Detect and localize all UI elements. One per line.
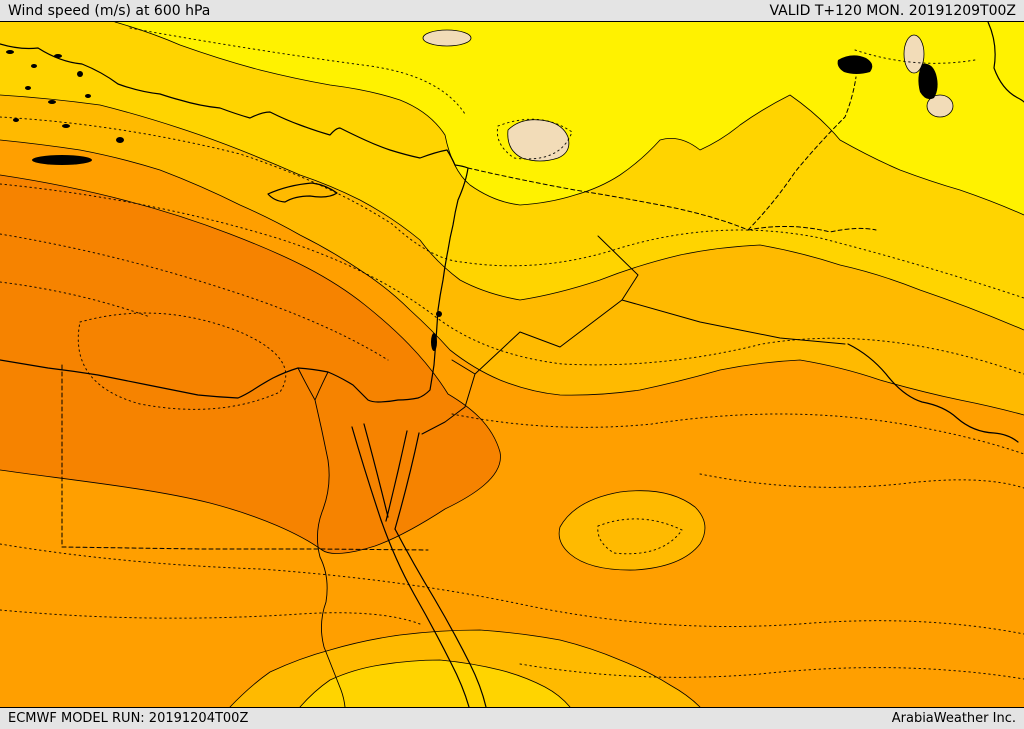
contour-band-yellow-north — [115, 22, 1024, 215]
island — [85, 94, 91, 98]
contour-patch-amber-mid — [558, 490, 706, 571]
island — [6, 50, 14, 54]
coastline-mediterranean — [0, 43, 469, 403]
contour-line-amber-bottom-edge — [229, 629, 701, 707]
model-run-label: ECMWF MODEL RUN: 20191204T00Z — [8, 710, 249, 726]
border-egypt-sudan — [61, 546, 429, 551]
contour-line-orange-edge — [0, 139, 1024, 416]
island — [62, 124, 70, 128]
cream-patch — [422, 29, 472, 47]
dotted-contour-line — [129, 27, 466, 115]
map-area — [0, 22, 1024, 707]
contour-line-deep-orange-edge — [0, 174, 501, 554]
island — [48, 100, 56, 104]
country-borders — [61, 76, 877, 551]
border-turkey-syria — [467, 167, 877, 233]
dead-sea — [431, 333, 437, 351]
contour-band-gold-bottom — [300, 660, 570, 707]
cream-patch — [507, 119, 570, 162]
dotted-contour-line — [699, 473, 1024, 489]
dotted-contour-loop — [77, 312, 287, 410]
border-iraq-iran — [747, 76, 857, 231]
lake-van — [837, 55, 873, 74]
border-jordan-saudi — [451, 299, 623, 375]
contour-band-deep-orange-egypt — [0, 175, 501, 554]
border-iraq-saudi — [621, 299, 846, 345]
coastline-caspian — [987, 22, 1024, 103]
border-syria-iraq — [597, 235, 639, 301]
contour-line-gold-edge — [0, 94, 1024, 331]
dotted-contour-line — [854, 49, 976, 64]
island — [77, 71, 83, 77]
contour-line-yellow-edge — [114, 22, 1024, 216]
coastline-red-sea — [380, 519, 487, 707]
dotted-contour-line — [0, 609, 421, 625]
river-nile — [297, 367, 346, 707]
contour-line-gold-bottom-edge — [299, 659, 571, 707]
cream-patch — [903, 34, 925, 74]
coastline-persian-gulf — [847, 343, 1019, 443]
water-bodies — [6, 50, 938, 351]
island — [31, 64, 37, 68]
dotted-contour-line — [0, 233, 389, 361]
coastline-gulf-of-suez — [351, 423, 389, 521]
dotted-contours — [0, 27, 1024, 680]
map-title: Wind speed (m/s) at 600 hPa — [8, 2, 211, 19]
sea-of-galilee — [436, 311, 442, 317]
island — [116, 137, 124, 143]
coastline-gulf-of-aqaba — [385, 430, 420, 530]
aegean-islands — [6, 50, 124, 165]
island — [54, 54, 62, 58]
header-bar: Wind speed (m/s) at 600 hPa VALID T+120 … — [0, 0, 1024, 22]
island-cyprus — [267, 182, 338, 203]
cream-patch — [926, 94, 954, 118]
valid-time-label: VALID T+120 MON. 20191209T00Z — [769, 2, 1016, 19]
island-crete — [32, 155, 92, 165]
lake-urmia — [918, 63, 938, 100]
footer-bar: ECMWF MODEL RUN: 20191204T00Z ArabiaWeat… — [0, 707, 1024, 729]
island — [13, 118, 19, 122]
dotted-contour-line — [0, 543, 1024, 635]
contour-patches-cream — [422, 29, 954, 162]
island — [25, 86, 31, 90]
dotted-contour-line — [519, 663, 1024, 680]
provider-label: ArabiaWeather Inc. — [891, 710, 1016, 726]
dotted-contour-line — [451, 413, 1024, 455]
dotted-contour-loop — [496, 118, 573, 160]
border-saudi-jordan-south — [421, 373, 476, 435]
contour-boundary-lines — [0, 22, 1024, 707]
geography-lines — [0, 22, 1024, 707]
wind-speed-contour-map — [0, 22, 1024, 707]
